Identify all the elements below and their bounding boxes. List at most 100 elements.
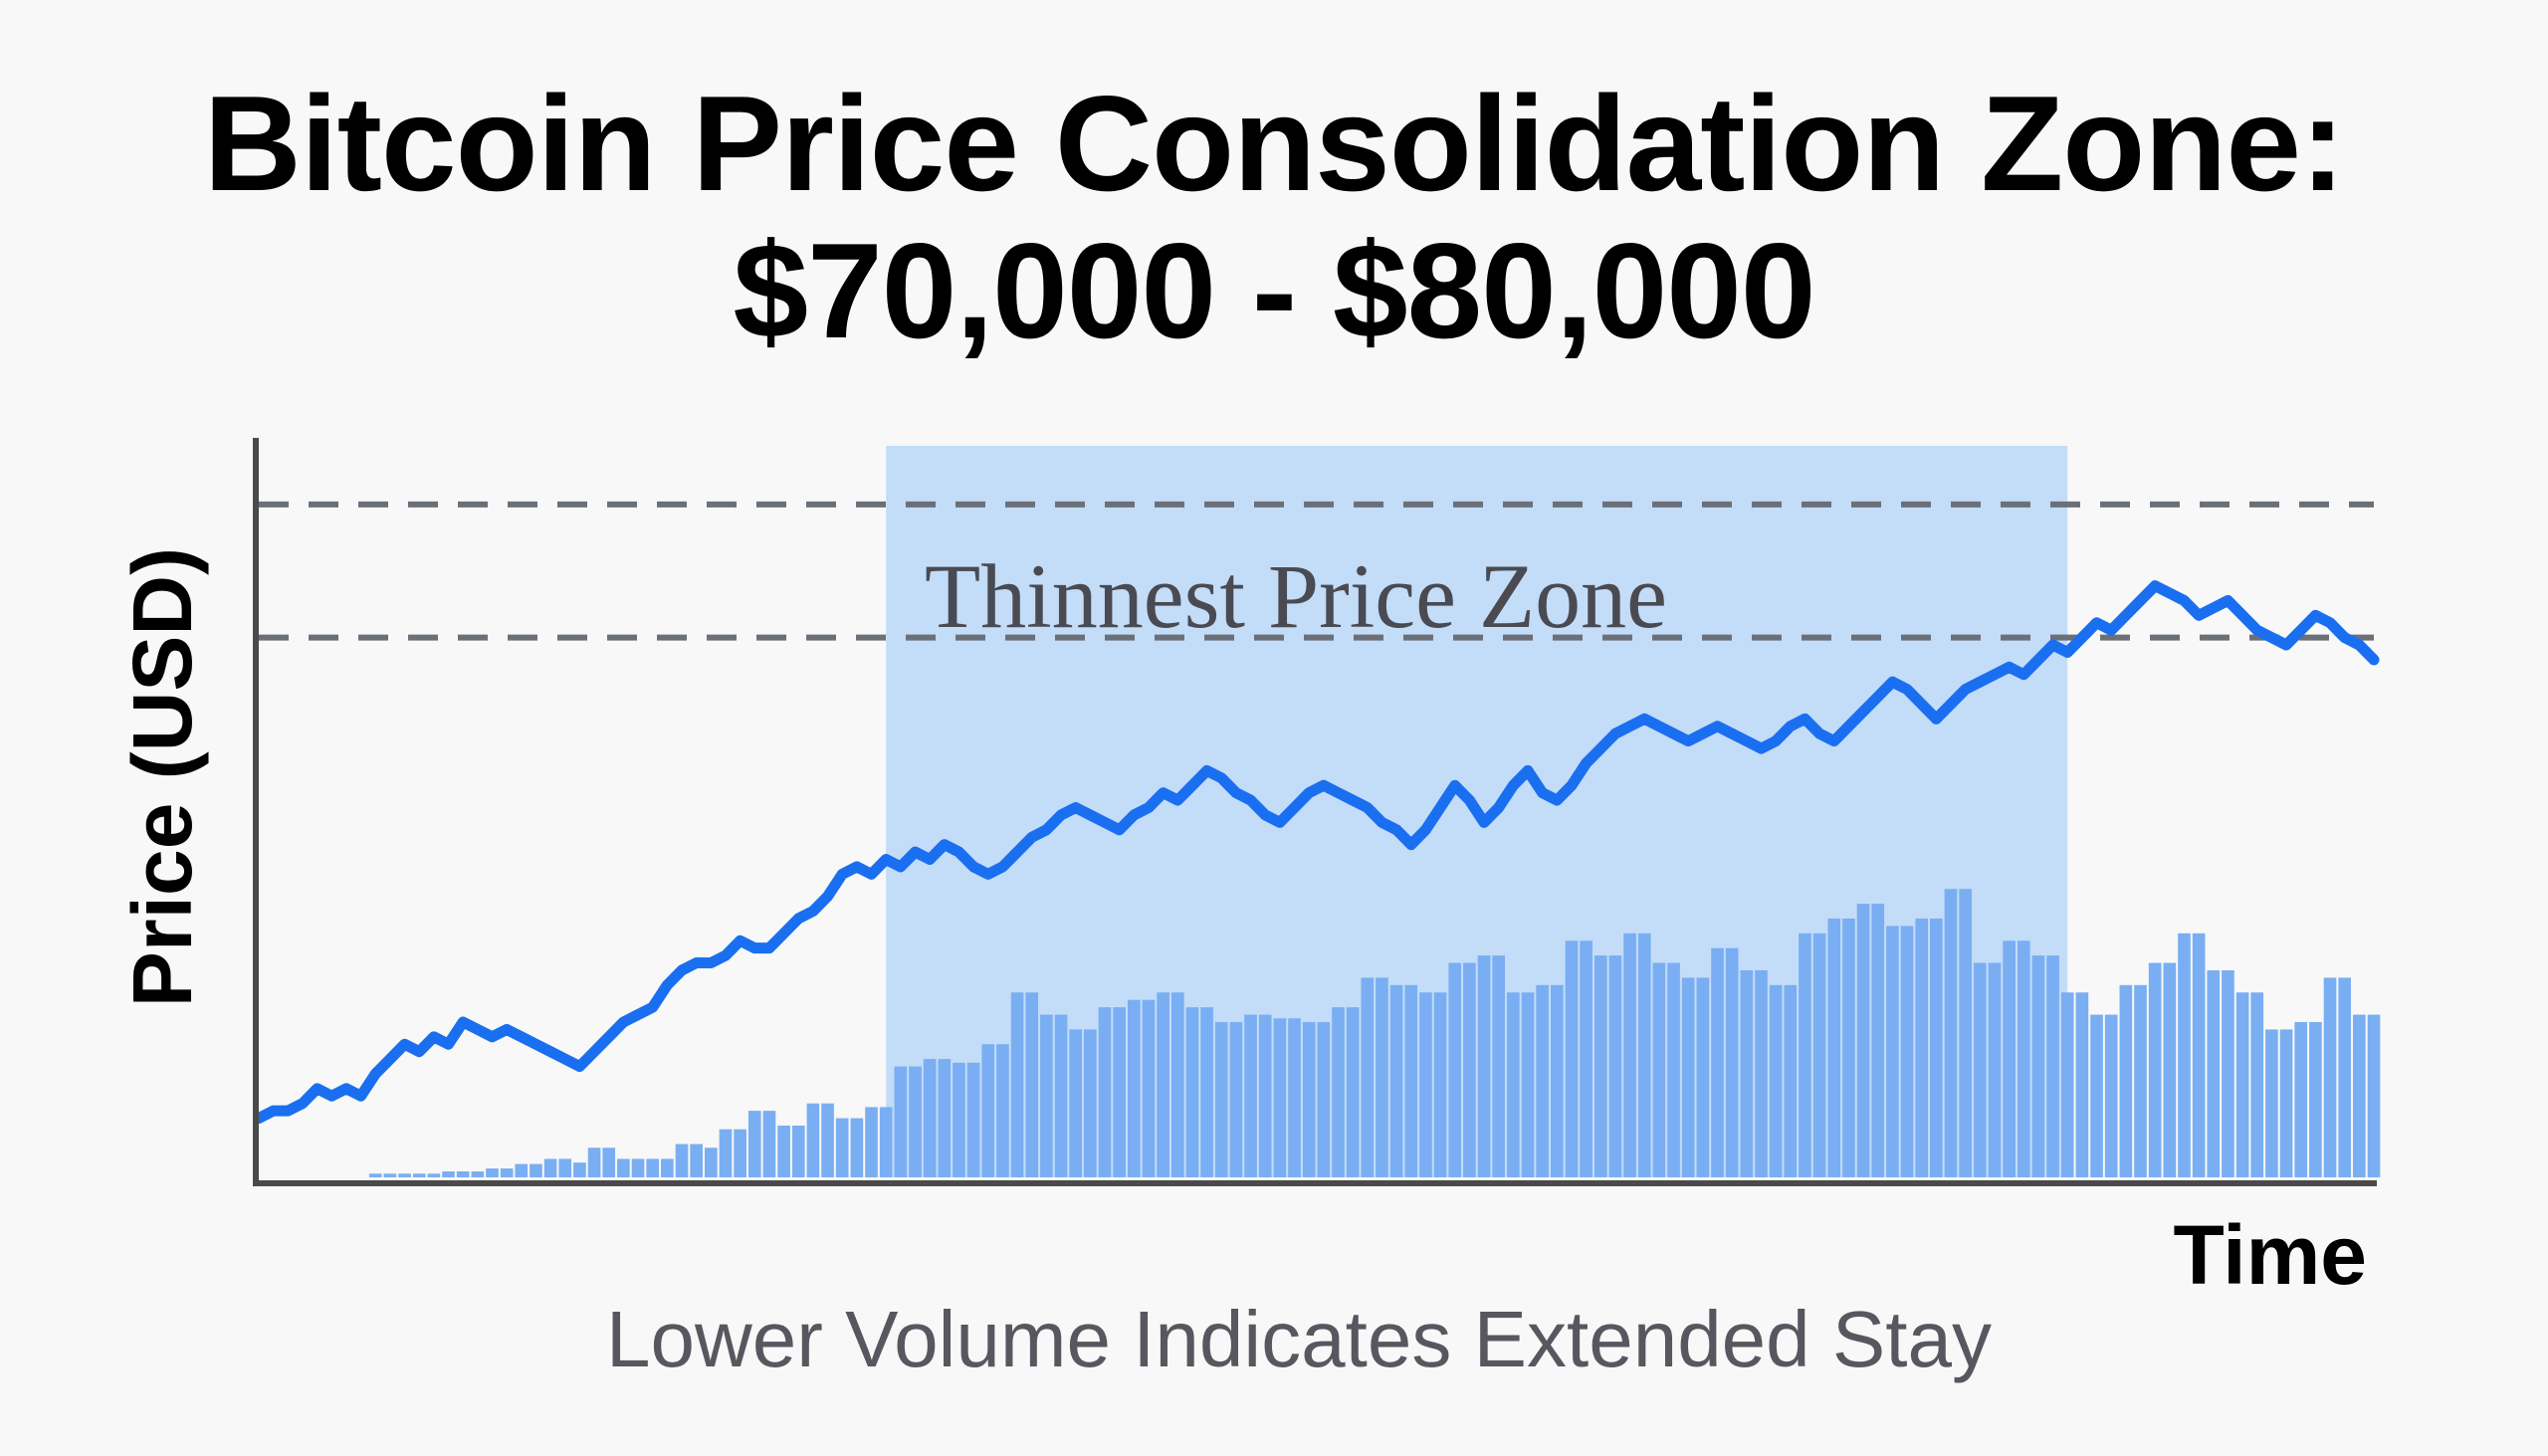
volume-bar	[1142, 999, 1156, 1177]
volume-bar	[1346, 1007, 1360, 1177]
volume-bar	[2148, 962, 2162, 1177]
volume-bar	[515, 1163, 529, 1177]
volume-bar	[631, 1158, 645, 1177]
volume-bar	[1973, 962, 1987, 1177]
volume-bar	[675, 1144, 689, 1177]
volume-bar	[2222, 969, 2234, 1177]
volume-bar	[1025, 992, 1039, 1177]
volume-bar	[909, 1066, 922, 1177]
volume-bar	[1448, 962, 1462, 1177]
volume-bar	[500, 1168, 514, 1177]
volume-bar	[894, 1066, 908, 1177]
volume-bar	[981, 1044, 995, 1177]
volume-bar	[2090, 1014, 2103, 1177]
volume-bar	[1200, 1007, 1213, 1177]
volume-bar	[1799, 933, 1811, 1177]
volume-bar	[1871, 904, 1885, 1177]
volume-bar	[1127, 999, 1141, 1177]
volume-bar	[1915, 918, 1929, 1177]
volume-bar	[1550, 984, 1564, 1177]
volume-bar	[1157, 992, 1169, 1177]
volume-bar	[1623, 933, 1636, 1177]
volume-bar	[1098, 1007, 1112, 1177]
volume-bar	[996, 1044, 1009, 1177]
volume-bar	[938, 1059, 952, 1177]
volume-bar	[1784, 984, 1798, 1177]
volume-bar	[690, 1144, 703, 1177]
volume-bar	[966, 1062, 980, 1177]
volume-bar	[1667, 962, 1680, 1177]
chart-caption: Lower Volume Indicates Extended Stay	[606, 1295, 1992, 1383]
volume-bar	[1040, 1014, 1053, 1177]
volume-bar	[398, 1173, 411, 1177]
volume-bar	[850, 1118, 864, 1177]
volume-bar	[1069, 1029, 1083, 1177]
volume-bar	[1812, 933, 1826, 1177]
volume-bar	[1580, 940, 1592, 1177]
volume-bar	[1317, 1021, 1331, 1177]
volume-bar	[1593, 955, 1607, 1177]
volume-bar	[2017, 940, 2030, 1177]
volume-bar	[1769, 984, 1783, 1177]
volume-bar	[573, 1162, 586, 1177]
volume-bar	[1389, 984, 1403, 1177]
volume-bar	[1302, 1021, 1316, 1177]
volume-bar	[821, 1103, 834, 1177]
volume-bar	[806, 1103, 820, 1177]
volume-bar	[368, 1173, 382, 1177]
volume-bar	[1827, 918, 1841, 1177]
volume-bar	[1565, 940, 1579, 1177]
y-axis-label: Price (USD)	[115, 547, 209, 1007]
volume-bar	[2353, 1014, 2366, 1177]
volume-bar	[953, 1062, 965, 1177]
volume-bar	[646, 1158, 660, 1177]
volume-bar	[1288, 1018, 1301, 1177]
volume-bar	[1725, 947, 1739, 1177]
volume-bar	[1214, 1021, 1228, 1177]
volume-bar	[2163, 962, 2177, 1177]
volume-bar	[2279, 1029, 2293, 1177]
volume-bar	[1900, 926, 1914, 1177]
volume-bar	[747, 1111, 761, 1177]
volume-bar	[1988, 962, 2002, 1177]
volume-bar	[617, 1158, 630, 1177]
volume-bar	[1608, 955, 1622, 1177]
volume-bar	[2134, 984, 2147, 1177]
volume-bar	[471, 1171, 485, 1177]
volume-bar	[1696, 977, 1710, 1177]
volume-bar	[762, 1111, 776, 1177]
volume-bar	[1755, 969, 1768, 1177]
volume-bar	[2192, 933, 2206, 1177]
volume-bar	[442, 1171, 455, 1177]
volume-bar	[412, 1173, 426, 1177]
x-axis-label: Time	[2173, 1208, 2367, 1302]
volume-bar	[2294, 1021, 2308, 1177]
volume-bar	[383, 1173, 397, 1177]
volume-bar	[1273, 1018, 1287, 1177]
volume-bar	[2178, 933, 2191, 1177]
volume-bar	[791, 1125, 805, 1177]
volume-bar	[1010, 992, 1024, 1177]
volume-bar	[1258, 1014, 1272, 1177]
volume-bar	[543, 1158, 557, 1177]
volume-bar	[719, 1129, 733, 1177]
volume-bar	[1332, 1007, 1345, 1177]
volume-bar	[2235, 992, 2249, 1177]
volume-bar	[427, 1173, 441, 1177]
volume-bar	[2003, 940, 2016, 1177]
volume-bar	[1711, 947, 1724, 1177]
volume-bar	[1959, 889, 1972, 1177]
volume-bar	[2323, 977, 2337, 1177]
price-line	[253, 580, 2380, 1125]
volume-bar	[1652, 962, 1666, 1177]
volume-bar	[1376, 977, 1388, 1177]
volume-bar	[1681, 977, 1695, 1177]
volume-bar	[558, 1158, 572, 1177]
volume-bar	[661, 1158, 674, 1177]
volume-bar	[2250, 992, 2264, 1177]
volume-bar	[1054, 1014, 1068, 1177]
volume-bar	[2031, 955, 2045, 1177]
volume-bar	[486, 1168, 499, 1177]
volume-bar	[1185, 1007, 1199, 1177]
